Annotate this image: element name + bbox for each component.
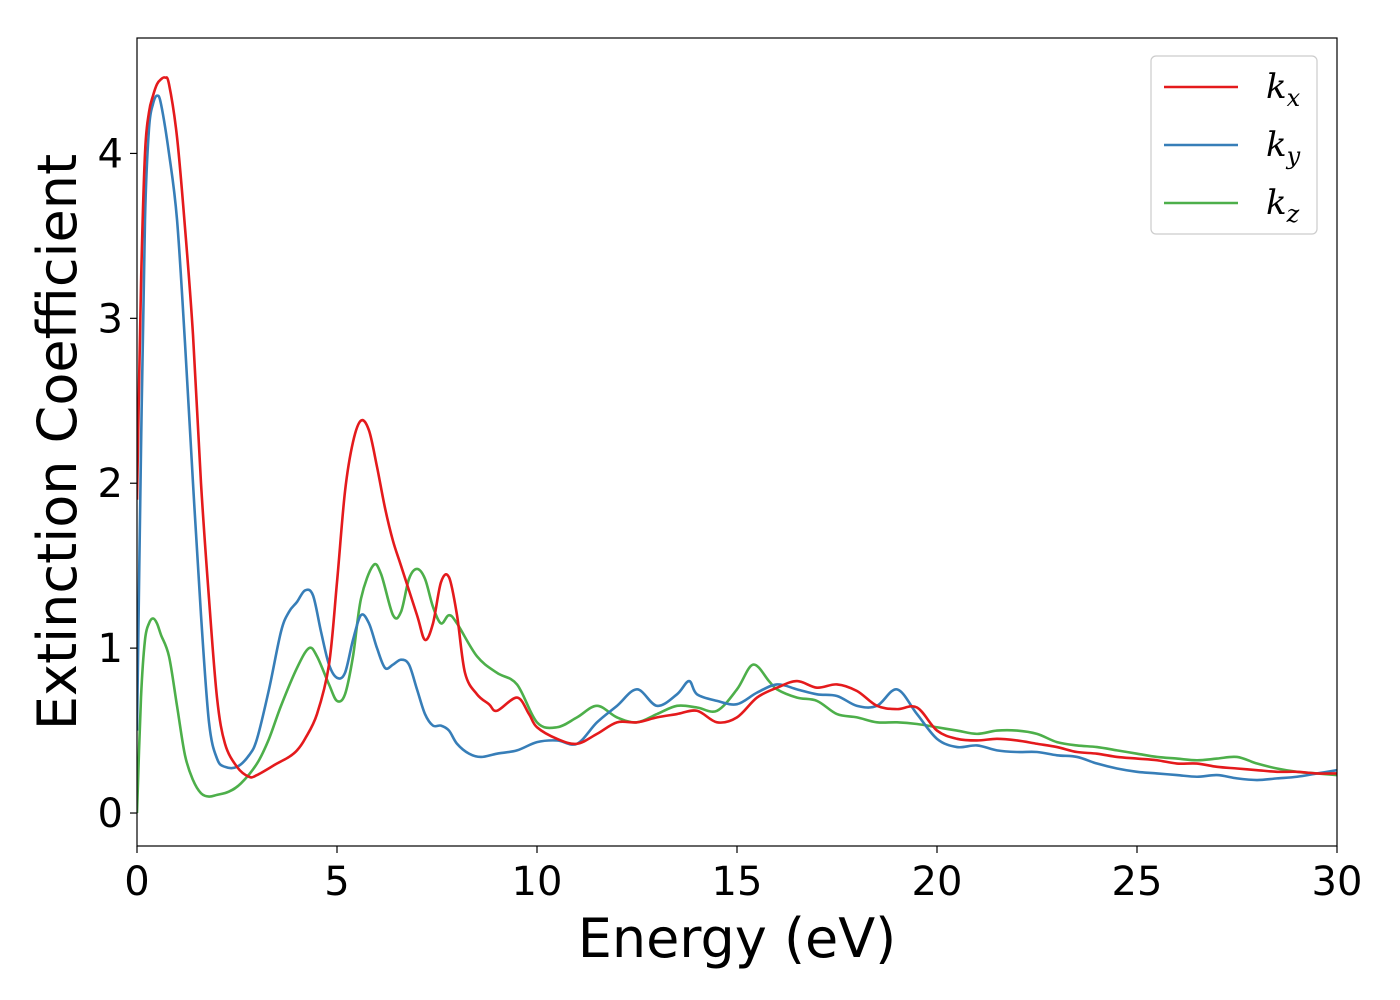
x-tick-label: 5 <box>324 859 349 905</box>
y-tick-label: 4 <box>98 131 123 177</box>
legend: kx ky kz <box>1150 55 1318 235</box>
y-axis: 0 1 2 3 4 <box>98 131 137 837</box>
x-tick-label: 10 <box>512 859 563 905</box>
x-axis-title: Energy (eV) <box>578 907 897 970</box>
x-tick-label: 25 <box>1112 859 1163 905</box>
series-line-ky <box>137 94 1337 782</box>
legend-label-kz: kz <box>1266 183 1300 228</box>
x-tick-label: 20 <box>912 859 963 905</box>
x-tick-label: 15 <box>712 859 763 905</box>
x-axis: 0 5 10 15 20 25 30 <box>124 846 1362 905</box>
y-tick-label: 1 <box>98 626 123 672</box>
y-tick-label: 0 <box>98 791 123 837</box>
y-axis-title: Extinction Coefficient <box>26 154 89 730</box>
series-line-kx <box>137 76 1337 779</box>
series-layer <box>137 76 1337 814</box>
y-tick-label: 3 <box>98 296 123 342</box>
x-tick-label: 30 <box>1312 859 1363 905</box>
x-tick-label: 0 <box>124 859 149 905</box>
legend-label-kx: kx <box>1266 67 1301 112</box>
y-tick-label: 2 <box>98 461 123 507</box>
legend-label-ky: ky <box>1266 125 1301 170</box>
series-line-kz <box>137 562 1337 814</box>
